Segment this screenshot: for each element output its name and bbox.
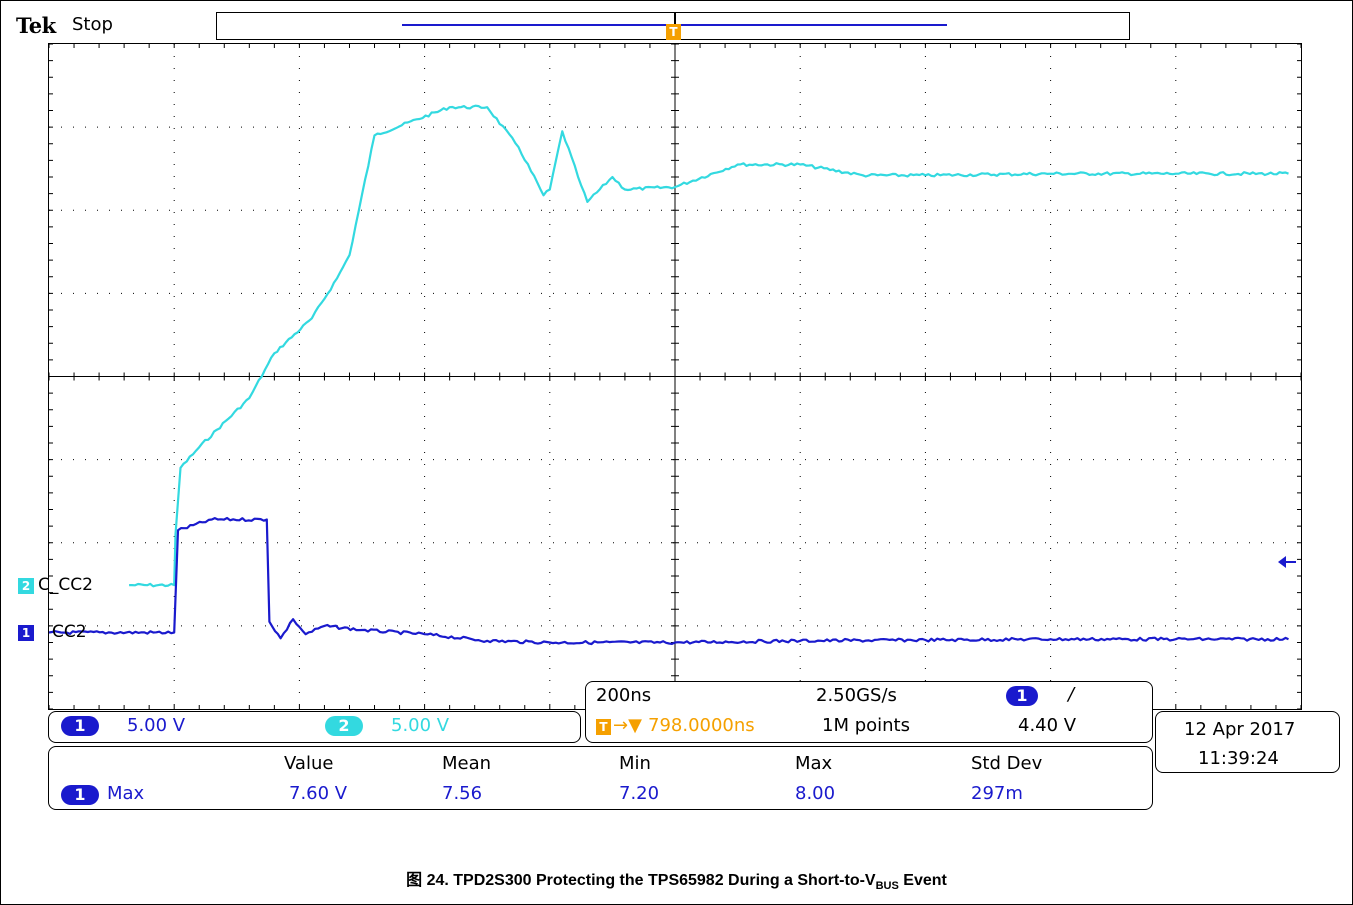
trigger-level-arrow-icon: [1278, 556, 1296, 568]
caption-suffix: Event: [898, 872, 947, 889]
caption-prefix: 图 24. TPD2S300 Protecting the TPS65982 D…: [406, 872, 876, 889]
ch2-ground-marker[interactable]: 2: [18, 578, 34, 594]
header-value: Value: [284, 753, 334, 774]
channel-scale-readout[interactable]: 1 5.00 V 2 5.00 V: [48, 711, 581, 743]
trigger-delay-marker: T: [596, 719, 611, 735]
figure-caption: 图 24. TPD2S300 Protecting the TPS65982 D…: [0, 866, 1353, 892]
acquisition-time: 11:39:24: [1198, 748, 1279, 769]
acquisition-status: Stop: [72, 14, 113, 35]
measurement-name: Max: [107, 783, 145, 804]
trigger-delay-arrow-icon: →▼: [613, 715, 642, 736]
measurement-min: 7.20: [619, 783, 660, 804]
scope-graticule: [48, 43, 1302, 710]
measurement-max: 8.00: [795, 783, 836, 804]
timebase-readout[interactable]: 200ns 2.50GS/s 1 / T →▼ 798.0000ns 1M po…: [585, 681, 1153, 743]
sample-rate: 2.50GS/s: [816, 685, 897, 706]
header-std-dev: Std Dev: [971, 753, 1043, 774]
trigger-slope-rising-icon: /: [1068, 684, 1075, 705]
datetime-readout: 12 Apr 2017 11:39:24: [1155, 711, 1340, 773]
trigger-source-badge: 1: [1006, 686, 1038, 706]
time-per-division: 200ns: [596, 685, 652, 706]
record-length: 1M points: [822, 715, 910, 736]
ch1-label: CC2: [52, 622, 87, 642]
measurement-std-dev: 297m: [971, 783, 1023, 804]
waveform-cc2: [49, 516, 1289, 646]
ch1-scale: 5.00 V: [127, 715, 186, 736]
measurement-value: 7.60 V: [289, 783, 348, 804]
waveform-plot: [49, 44, 1301, 709]
trigger-level: 4.40 V: [1018, 715, 1077, 736]
measurement-mean: 7.56: [442, 783, 483, 804]
ch2-scale: 5.00 V: [391, 715, 450, 736]
header-max: Max: [795, 753, 833, 774]
ch2-label: C_CC2: [38, 575, 93, 595]
caption-subscript: BUS: [875, 880, 899, 893]
acquisition-date: 12 Apr 2017: [1184, 719, 1296, 740]
header-min: Min: [619, 753, 651, 774]
measurement-table[interactable]: Value Mean Min Max Std Dev 1 Max 7.60 V …: [48, 746, 1153, 810]
ch2-badge: 2: [325, 716, 363, 736]
brand-logo: Tek: [16, 13, 56, 38]
waveform-c-cc2: [129, 104, 1289, 588]
header-mean: Mean: [442, 753, 492, 774]
ch1-ground-marker[interactable]: 1: [18, 625, 34, 641]
measurement-channel-badge: 1: [61, 785, 99, 805]
ch1-badge: 1: [61, 716, 99, 736]
trigger-position: 798.0000ns: [648, 715, 755, 736]
trigger-position-marker[interactable]: T: [666, 24, 681, 40]
